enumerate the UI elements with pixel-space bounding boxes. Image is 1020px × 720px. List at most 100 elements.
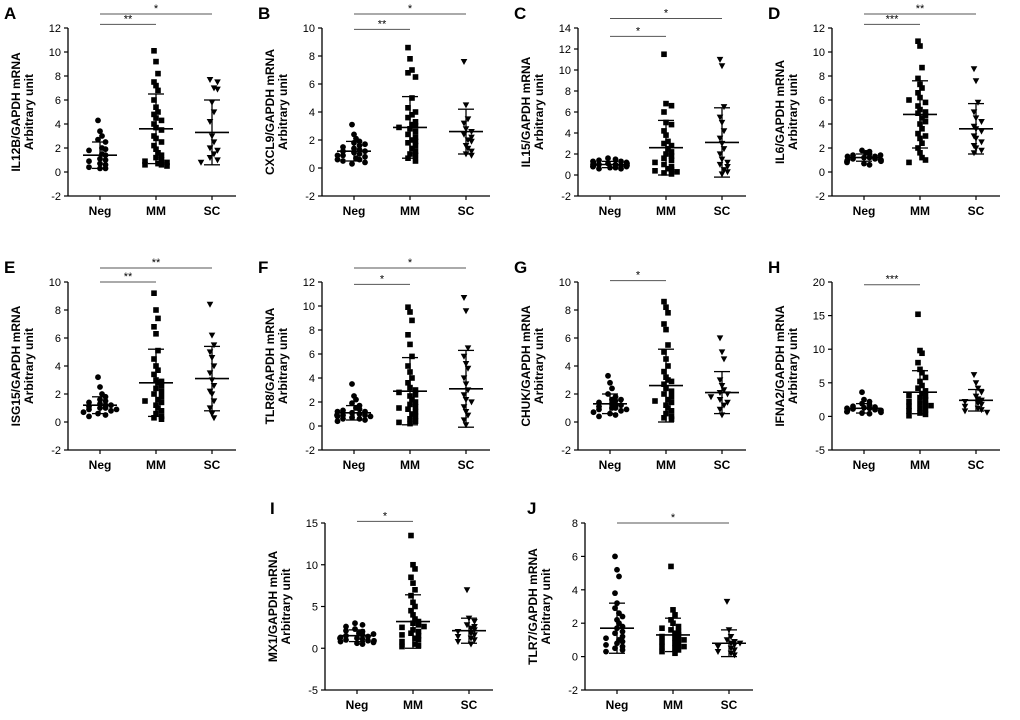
data-point-mm <box>668 171 675 177</box>
y-axis-label-unit: Arbitrary unit <box>539 568 553 644</box>
data-point-mm <box>412 418 419 424</box>
data-point-sc <box>471 637 478 644</box>
data-point-mm <box>668 388 675 394</box>
data-point-mm <box>659 648 665 655</box>
data-point-mm <box>675 628 682 635</box>
data-point-neg <box>86 399 92 406</box>
data-point-sc <box>970 66 978 73</box>
data-point-mm <box>659 638 665 645</box>
y-tick-label: 6 <box>309 349 315 361</box>
data-point-mm <box>409 411 415 417</box>
x-category-label: Neg <box>853 458 876 472</box>
data-point-mm <box>919 154 925 161</box>
data-point-neg <box>607 379 613 386</box>
y-tick-label: 0 <box>572 652 578 664</box>
data-point-mm <box>922 401 929 408</box>
y-tick-label: 2 <box>55 389 61 401</box>
x-category-label: SC <box>204 458 221 472</box>
data-point-mm <box>681 643 687 650</box>
data-point-mm <box>672 650 678 657</box>
data-point-mm <box>661 391 667 397</box>
data-point-mm <box>405 140 411 146</box>
y-tick-label: 4 <box>565 361 571 373</box>
data-point-neg <box>618 165 624 172</box>
y-tick-label: 10 <box>559 65 571 77</box>
y-axis-label: IL15/GAPDH mRNA <box>519 56 533 167</box>
data-point-neg <box>878 157 884 163</box>
y-tick-label: -2 <box>51 445 61 457</box>
data-point-mm <box>659 643 665 650</box>
data-point-mm <box>665 310 671 316</box>
data-point-mm <box>405 380 411 386</box>
y-tick-label: -2 <box>568 685 578 697</box>
data-point-neg <box>612 405 619 411</box>
data-point-mm <box>151 79 157 85</box>
y-tick-label: 8 <box>572 518 578 530</box>
data-point-mm <box>661 321 667 327</box>
data-point-sc <box>978 128 985 135</box>
data-point-mm <box>661 368 667 375</box>
panel-letter-a: A <box>4 4 16 23</box>
y-tick-label: 2 <box>309 397 315 409</box>
x-category-label: Neg <box>346 698 369 712</box>
y-tick-label: 2 <box>309 135 315 147</box>
data-point-mm <box>421 623 427 630</box>
data-point-neg <box>102 405 109 411</box>
data-point-mm <box>408 630 414 637</box>
data-point-mm <box>412 566 418 572</box>
y-axis-label: IL6/GAPDH mRNA <box>773 60 787 164</box>
significance-label: ** <box>378 18 387 30</box>
data-point-mm <box>158 378 165 385</box>
data-point-neg <box>334 418 341 425</box>
data-point-sc <box>208 332 216 339</box>
data-point-mm <box>151 290 157 296</box>
data-point-mm <box>919 140 925 146</box>
data-point-mm <box>652 159 658 166</box>
data-point-neg <box>97 384 103 390</box>
data-point-mm <box>405 131 411 138</box>
x-category-label: Neg <box>343 458 366 472</box>
y-tick-label: 6 <box>572 551 578 563</box>
y-tick-label: -2 <box>561 191 571 203</box>
x-category-label: MM <box>656 458 676 472</box>
data-point-mm <box>668 408 675 414</box>
data-point-sc <box>724 159 731 166</box>
data-point-neg <box>365 637 371 644</box>
data-point-mm <box>153 82 159 89</box>
data-point-mm <box>405 105 411 111</box>
data-point-mm <box>151 415 157 421</box>
data-point-mm <box>668 163 675 170</box>
panel-letter-b: B <box>258 4 270 23</box>
y-tick-label: 4 <box>55 119 61 131</box>
data-point-neg <box>618 158 624 165</box>
data-point-mm <box>412 123 419 129</box>
y-tick-label: 8 <box>565 86 571 98</box>
y-tick-label: 4 <box>819 119 825 131</box>
panel-b: B CXCL9/GAPDH mRNA Arbitrary unit -2 0 2 4 6 8 10… <box>258 3 490 218</box>
data-point-mm <box>407 56 413 62</box>
data-point-mm <box>668 142 675 149</box>
data-point-mm <box>915 75 921 82</box>
data-point-sc <box>206 301 214 308</box>
data-point-mm <box>408 574 414 581</box>
data-point-mm <box>151 48 157 54</box>
data-point-mm <box>661 415 667 421</box>
data-point-neg <box>596 157 602 164</box>
x-category-label: MM <box>663 698 683 712</box>
data-point-mm <box>412 119 419 125</box>
data-point-mm <box>661 298 667 305</box>
y-tick-label: 12 <box>813 23 825 35</box>
x-category-label: SC <box>714 458 731 472</box>
data-point-neg <box>866 410 873 417</box>
data-point-mm <box>158 127 165 133</box>
data-point-mm <box>659 633 665 640</box>
y-tick-label: 10 <box>49 47 61 59</box>
data-point-neg <box>86 164 92 171</box>
data-point-mm <box>158 117 165 124</box>
data-point-mm <box>158 382 165 389</box>
data-point-mm <box>409 353 415 360</box>
data-point-sc <box>468 134 475 141</box>
data-point-mm <box>672 612 678 618</box>
data-point-mm <box>412 387 419 393</box>
data-point-neg <box>619 613 626 620</box>
